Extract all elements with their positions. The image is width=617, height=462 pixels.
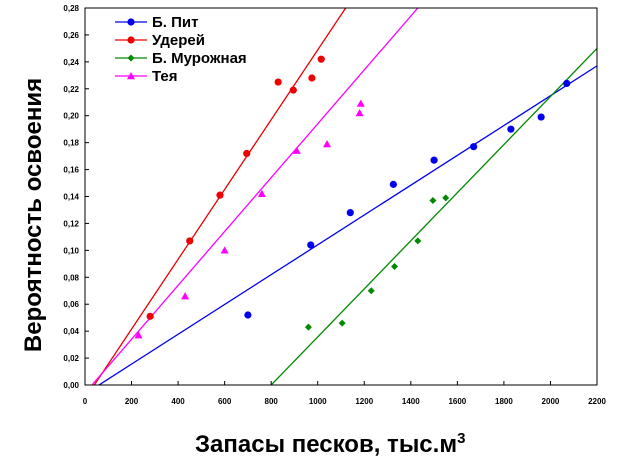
fit-lines xyxy=(91,8,597,385)
trend-line xyxy=(270,47,597,385)
legend-item: Удерей xyxy=(115,32,205,49)
y-tick-label: 0,04 xyxy=(63,327,79,336)
data-point xyxy=(391,263,399,271)
data-point xyxy=(289,86,297,94)
x-tick-label: 1800 xyxy=(495,397,513,406)
data-point xyxy=(243,149,251,158)
legend-marker xyxy=(127,36,135,44)
data-point xyxy=(146,312,154,320)
y-tick-label: 0,02 xyxy=(63,354,79,363)
x-axis-label: Запасы песков, тыс.м3 xyxy=(195,430,465,458)
data-point xyxy=(356,99,365,107)
data-point xyxy=(414,237,422,245)
legend-marker xyxy=(127,54,135,62)
x-axis: 0 200 400 600 800 1000 1200 1400 1600 1800 2000 220… xyxy=(83,381,606,406)
y-tick-label: 0,28 xyxy=(63,4,79,13)
y-tick-label: 0,00 xyxy=(63,381,79,390)
y-tick-label: 0,18 xyxy=(63,139,79,148)
legend-item: Б. Мурожная xyxy=(115,50,247,67)
data-point xyxy=(308,74,316,82)
x-tick-label: 400 xyxy=(171,397,185,406)
data-points xyxy=(134,55,571,339)
y-tick-label: 0,20 xyxy=(63,112,79,121)
x-tick-label: 1200 xyxy=(355,397,373,406)
data-point xyxy=(307,241,315,249)
data-point xyxy=(216,191,224,199)
x-tick-label: 2200 xyxy=(588,397,606,406)
data-point xyxy=(507,125,515,133)
data-point xyxy=(220,246,229,254)
data-point xyxy=(323,139,332,148)
trend-line xyxy=(91,8,419,385)
data-point xyxy=(317,55,325,63)
legend-item: Б. Пит xyxy=(115,14,198,31)
data-point xyxy=(355,109,364,117)
x-tick-label: 1600 xyxy=(448,397,466,406)
y-axis: 0,00 0,02 0,04 0,06 0,08 0,10 0,12 0,14 0,16 0,18… xyxy=(63,4,89,390)
x-tick-label: 200 xyxy=(125,397,139,406)
y-tick-label: 0,12 xyxy=(63,219,79,228)
legend-label: Удерей xyxy=(152,32,205,49)
x-tick-label: 800 xyxy=(265,397,279,406)
y-axis-label: Вероятность освоения xyxy=(20,78,47,352)
data-point xyxy=(244,311,252,319)
data-point xyxy=(257,189,266,198)
data-point xyxy=(134,331,143,339)
data-point xyxy=(292,146,301,154)
legend-marker xyxy=(127,72,135,80)
y-tick-label: 0,24 xyxy=(63,58,79,67)
y-tick-label: 0,16 xyxy=(63,166,79,175)
data-point xyxy=(181,292,190,300)
data-point xyxy=(442,194,450,202)
x-tick-label: 2000 xyxy=(542,397,560,406)
legend-label: Тея xyxy=(152,68,178,85)
data-point xyxy=(346,209,354,217)
data-point xyxy=(389,180,397,188)
data-point xyxy=(304,323,312,331)
x-tick-label: 0 xyxy=(83,397,88,406)
y-tick-label: 0,14 xyxy=(63,193,79,202)
y-tick-label: 0,26 xyxy=(63,31,79,40)
y-tick-label: 0,08 xyxy=(63,273,79,282)
data-point xyxy=(470,143,478,151)
legend-label: Б. Пит xyxy=(152,14,198,31)
y-tick-label: 0,06 xyxy=(63,300,79,309)
data-point xyxy=(338,319,346,327)
x-tick-label: 1000 xyxy=(309,397,327,406)
y-tick-label: 0,22 xyxy=(63,85,79,94)
x-tick-label: 600 xyxy=(218,397,232,406)
data-point xyxy=(186,237,194,245)
y-tick-label: 0,10 xyxy=(63,246,79,255)
data-point xyxy=(537,113,545,121)
x-axis-label-superscript: 3 xyxy=(457,430,465,447)
legend-item: Тея xyxy=(115,68,178,85)
data-point xyxy=(429,197,437,205)
data-point xyxy=(563,79,571,87)
x-tick-label: 1400 xyxy=(402,397,420,406)
legend-label: Б. Мурожная xyxy=(152,50,247,67)
data-point xyxy=(430,156,438,164)
legend-marker xyxy=(127,18,135,26)
trend-line xyxy=(98,65,597,385)
data-point xyxy=(274,78,282,86)
data-point xyxy=(367,287,375,295)
